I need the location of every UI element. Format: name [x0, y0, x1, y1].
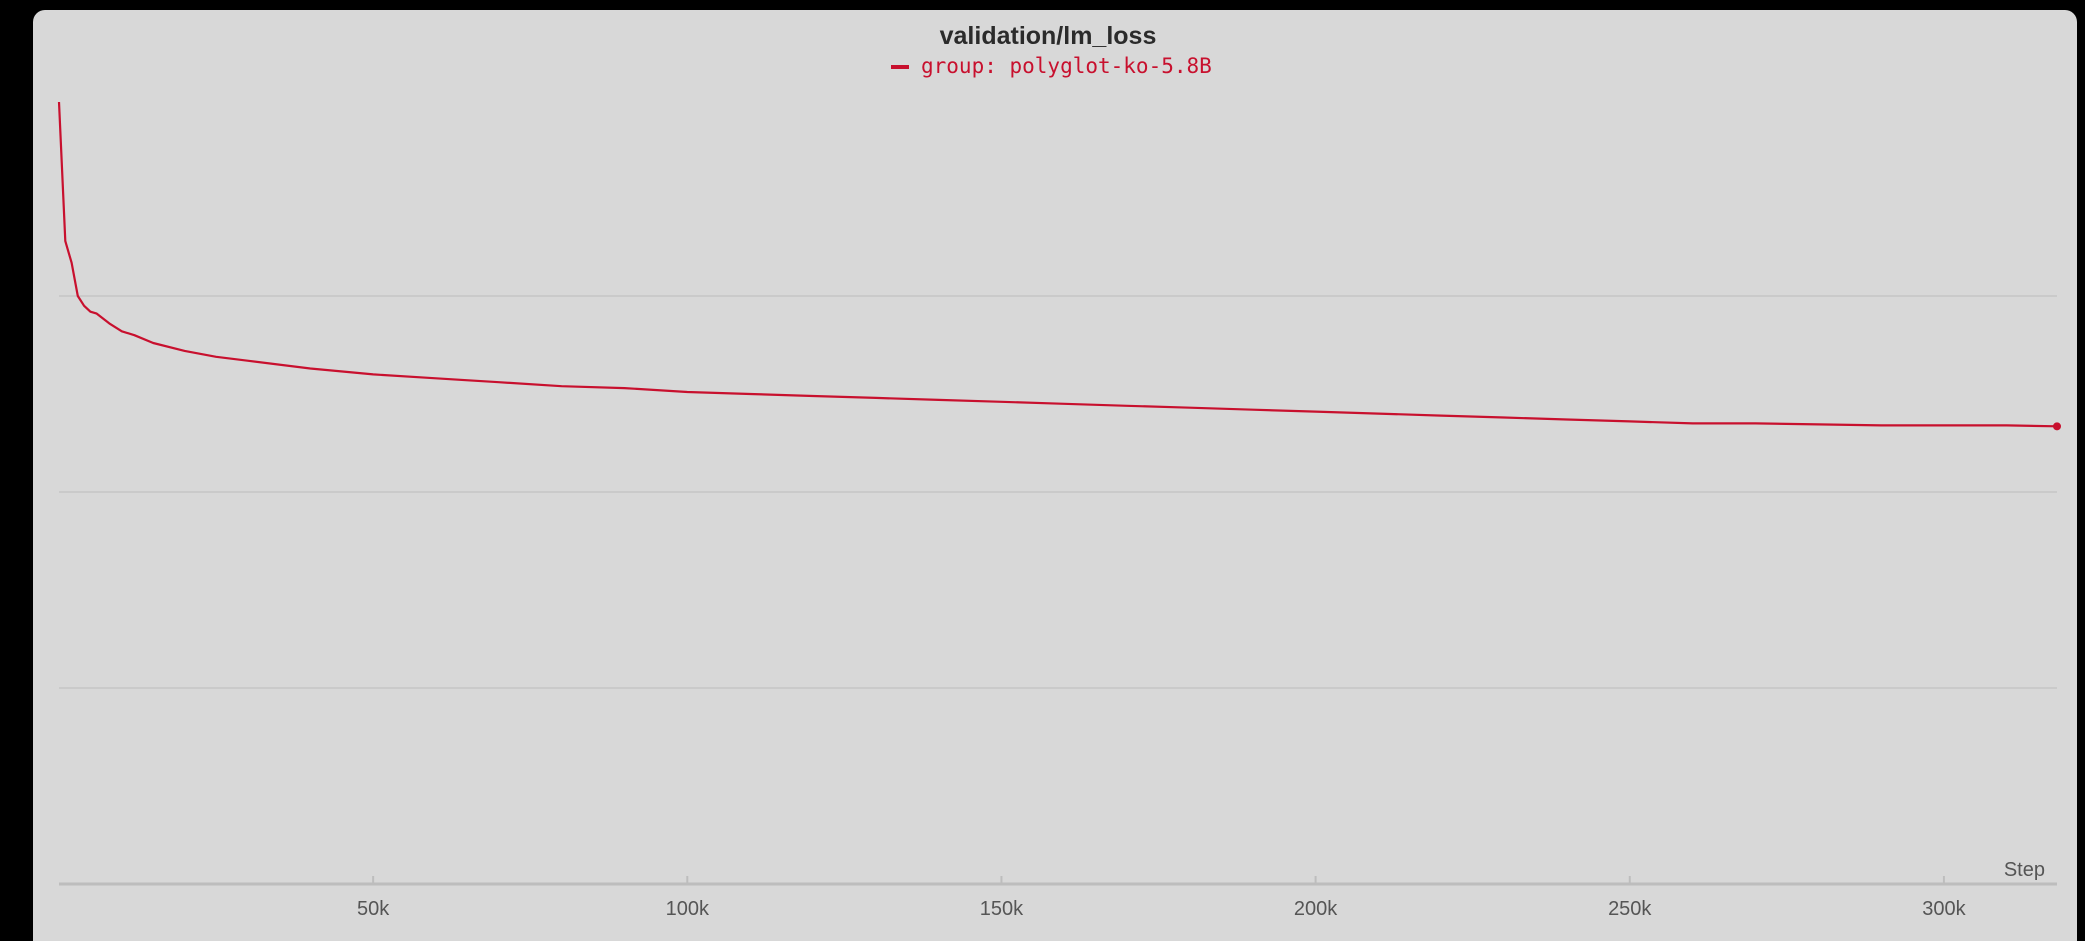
x-tick-label: 250k — [1608, 898, 1652, 920]
series-layer[interactable] — [57, 101, 2061, 431]
x-tick-label: 300k — [1922, 898, 1966, 920]
grid-layer — [59, 295, 2057, 689]
series-line[interactable] — [57, 101, 2058, 428]
series-endpoint[interactable] — [2053, 422, 2061, 431]
x-tick-label: 50k — [357, 898, 390, 920]
x-axis-title: Step — [2004, 859, 2045, 881]
chart-svg: validation/lm_loss group: polyglot-ko-5.… — [57, 22, 2061, 920]
x-tick-label: 100k — [666, 898, 710, 920]
chart-title: validation/lm_loss — [940, 22, 1157, 50]
legend[interactable]: group: polyglot-ko-5.8B — [891, 54, 1212, 78]
x-tick-label: 200k — [1294, 898, 1338, 920]
chart-panel: validation/lm_loss group: polyglot-ko-5.… — [33, 10, 2077, 941]
legend-swatch — [891, 65, 909, 69]
legend-label: group: polyglot-ko-5.8B — [921, 54, 1212, 78]
x-ticks: 50k 100k 150k 200k 250k 300k — [357, 876, 1967, 920]
x-tick-label: 150k — [980, 898, 1024, 920]
